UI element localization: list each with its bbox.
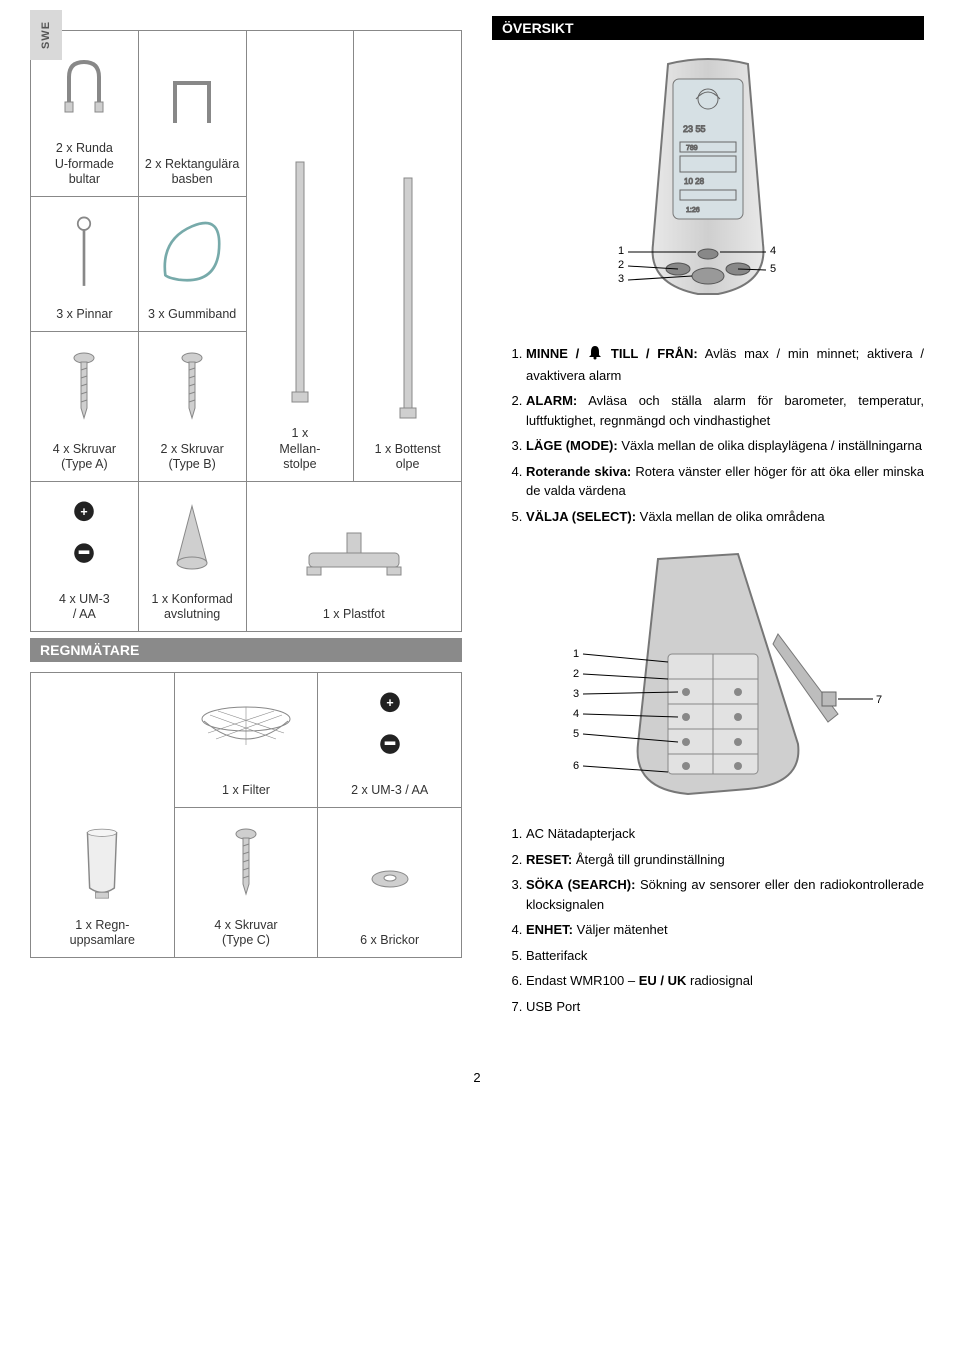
- screw-icon: [179, 814, 314, 914]
- list-item: MINNE / TILL / FRÅN: Avläs max / min min…: [526, 344, 924, 385]
- list-item: SÖKA (SEARCH): Sökning av sensorer eller…: [526, 875, 924, 914]
- overview-title: ÖVERSIKT: [502, 20, 574, 36]
- parts-cell: 1 xMellan-stolpe: [246, 31, 354, 482]
- parts-caption: 1 xMellan-stolpe: [251, 426, 350, 473]
- rect-base-icon: [143, 53, 242, 153]
- callout-number: 4: [770, 245, 776, 257]
- callout-number: 2: [573, 668, 579, 680]
- svg-text:789: 789: [686, 145, 698, 152]
- svg-text:1:26: 1:26: [686, 207, 700, 214]
- device-front-svg: 23 55 789 10 28 1:26: [568, 54, 848, 334]
- parts-caption: 2 x UM-3 / AA: [322, 783, 457, 799]
- parts-cell: 1 x Regn-uppsamlare: [31, 673, 175, 958]
- left-column: 2 x RundaU-formadebultar 2 x Rektangulära…: [30, 10, 462, 1034]
- callout-number: 6: [573, 760, 579, 772]
- device-back-svg: 1 2 3 4 5 6 7: [528, 544, 888, 814]
- parts-caption: 6 x Brickor: [322, 933, 457, 949]
- parts-caption: 1 x Bottenstolpe: [358, 442, 457, 473]
- parts-table: 2 x RundaU-formadebultar 2 x Rektangulära…: [30, 30, 462, 632]
- parts-cell: +4 x UM-3/ AA: [31, 481, 139, 631]
- list-item: ALARM: Avläsa och ställa alarm för barom…: [526, 391, 924, 430]
- callout-number: 3: [573, 688, 579, 700]
- svg-text:10 28: 10 28: [684, 177, 705, 186]
- parts-caption: 2 x Rektangulärabasben: [143, 157, 242, 188]
- pole-icon: [251, 142, 350, 422]
- rain-parts-table: 1 x Regn-uppsamlare1 x Filter+2 x UM-3 /…: [30, 672, 462, 958]
- mesh-icon: [179, 679, 314, 779]
- washer-icon: [322, 829, 457, 929]
- rain-section-title: REGNMÄTARE: [40, 642, 139, 658]
- list-item: AC Nätadapterjack: [526, 824, 924, 844]
- parts-cell: 4 x Skruvar(Type A): [31, 331, 139, 481]
- cone-icon: [143, 488, 242, 588]
- list-item: Roterande skiva: Rotera vänster eller hö…: [526, 462, 924, 501]
- parts-caption: 4 x Skruvar(Type C): [179, 918, 314, 949]
- list-item: ENHET: Väljer mätenhet: [526, 920, 924, 940]
- parts-cell: 1 x Plastfot: [246, 481, 462, 631]
- list-item: Endast WMR100 – EU / UK radiosignal: [526, 971, 924, 991]
- parts-cell: 3 x Gummiband: [138, 196, 246, 331]
- parts-caption: 1 x Filter: [179, 783, 314, 799]
- svg-text:+: +: [386, 696, 393, 710]
- screw-icon: [143, 338, 242, 438]
- callout-number: 1: [573, 648, 579, 660]
- alarm-icon: [587, 344, 603, 366]
- callout-number: 1: [618, 245, 624, 257]
- parts-caption: 2 x Skruvar(Type B): [143, 442, 242, 473]
- device-front-figure: 23 55 789 10 28 1:26: [492, 54, 924, 334]
- list-item: VÄLJA (SELECT): Växla mellan de olika om…: [526, 507, 924, 527]
- pin-icon: [35, 203, 134, 303]
- parts-cell: +2 x UM-3 / AA: [318, 673, 462, 808]
- pole-icon: [358, 158, 457, 438]
- battery-icon: +: [322, 679, 457, 779]
- parts-cell: 3 x Pinnar: [31, 196, 139, 331]
- language-tab: SWE: [30, 10, 62, 60]
- svg-text:+: +: [81, 505, 88, 519]
- parts-caption: 2 x RundaU-formadebultar: [35, 141, 134, 188]
- list-item: RESET: Återgå till grundinställning: [526, 850, 924, 870]
- back-description-list: AC Nätadapterjack RESET: Återgå till grun…: [492, 824, 924, 1016]
- plasticfoot-icon: [251, 503, 458, 603]
- parts-cell: 1 x Konformadavslutning: [138, 481, 246, 631]
- rain-section-header: REGNMÄTARE: [30, 638, 462, 662]
- callout-number: 2: [618, 259, 624, 271]
- parts-cell: 6 x Brickor: [318, 807, 462, 957]
- callout-number: 7: [876, 694, 882, 706]
- raincup-icon: [35, 814, 170, 914]
- parts-cell: 2 x Rektangulärabasben: [138, 31, 246, 197]
- parts-cell: 1 x Bottenstolpe: [354, 31, 462, 482]
- right-column: ÖVERSIKT: [492, 10, 924, 1034]
- parts-caption: 4 x UM-3/ AA: [35, 592, 134, 623]
- callout-number: 3: [618, 273, 624, 285]
- callout-number: 4: [573, 708, 579, 720]
- page-number: 2: [30, 1070, 924, 1085]
- svg-text:23 55: 23 55: [683, 124, 706, 134]
- callout-number: 5: [573, 728, 579, 740]
- list-item: USB Port: [526, 997, 924, 1017]
- parts-caption: 3 x Pinnar: [35, 307, 134, 323]
- battery-icon: +: [35, 488, 134, 588]
- device-back-figure: 1 2 3 4 5 6 7: [492, 544, 924, 814]
- parts-cell: 2 x Skruvar(Type B): [138, 331, 246, 481]
- list-item: LÄGE (MODE): Växla mellan de olika displ…: [526, 436, 924, 456]
- parts-caption: 1 x Konformadavslutning: [143, 592, 242, 623]
- parts-cell: 4 x Skruvar(Type C): [174, 807, 318, 957]
- callout-number: 5: [770, 263, 776, 275]
- parts-cell: 1 x Filter: [174, 673, 318, 808]
- parts-caption: 3 x Gummiband: [143, 307, 242, 323]
- rubberband-icon: [143, 203, 242, 303]
- language-label: SWE: [40, 21, 52, 49]
- parts-caption: 1 x Regn-uppsamlare: [35, 918, 170, 949]
- list-item: Batterifack: [526, 946, 924, 966]
- parts-caption: 1 x Plastfot: [251, 607, 458, 623]
- parts-caption: 4 x Skruvar(Type A): [35, 442, 134, 473]
- overview-header: ÖVERSIKT: [492, 16, 924, 40]
- front-description-list: MINNE / TILL / FRÅN: Avläs max / min min…: [492, 344, 924, 526]
- screw-icon: [35, 338, 134, 438]
